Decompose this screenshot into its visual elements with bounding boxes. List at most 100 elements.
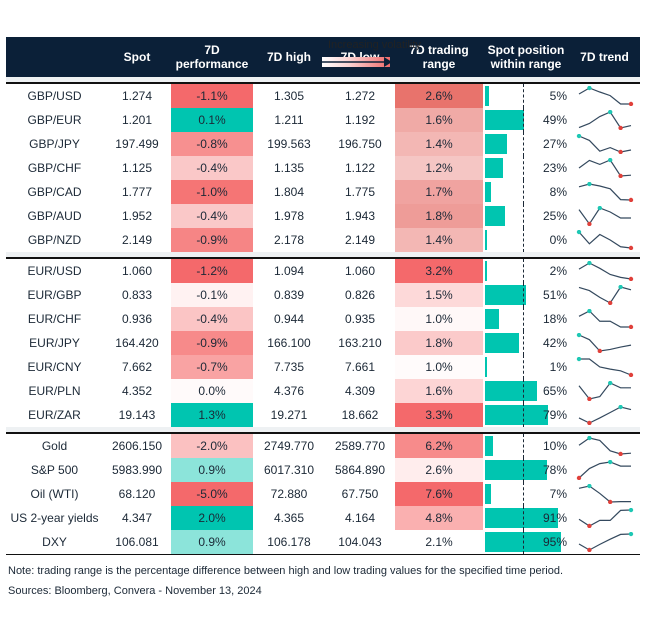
sparkline-line	[578, 509, 631, 527]
spot-position-cell: 7%	[483, 482, 569, 506]
group-separator	[6, 252, 640, 259]
high-value: 1.804	[273, 185, 305, 199]
instrument-name: EUR/JPY	[29, 336, 80, 350]
performance-value: -0.4%	[171, 156, 253, 180]
sparkline-min-point	[628, 372, 633, 377]
position-label: 1%	[549, 360, 567, 374]
table-row: EUR/ZAR 19.143 1.3% 19.271 18.662 3.3% 7…	[6, 403, 640, 427]
table-row: EUR/USD 1.060 -1.2% 1.094 1.060 3.2% 2%	[6, 258, 640, 283]
position-label: 65%	[542, 384, 567, 398]
performance-value: -0.4%	[171, 307, 253, 331]
high-value: 1.305	[273, 89, 305, 103]
low-value: 2.149	[344, 233, 376, 247]
midpoint-line	[523, 307, 524, 331]
trend-cell	[569, 433, 640, 458]
instrument-name: GBP/CAD	[27, 185, 82, 199]
trend-cell	[569, 458, 640, 482]
performance-value: 0.0%	[171, 379, 253, 403]
instrument-name: GBP/NZD	[27, 233, 82, 247]
performance-value: -0.9%	[171, 228, 253, 252]
high-value: 4.376	[273, 384, 305, 398]
high-value: 1.211	[274, 113, 304, 127]
sparkline-max-point	[597, 206, 602, 211]
trend-cell	[569, 180, 640, 204]
low-value: 163.210	[338, 336, 382, 350]
performance-value: 0.1%	[171, 108, 253, 132]
sparkline-line	[578, 334, 631, 352]
midpoint-line	[523, 180, 524, 204]
midpoint-line	[523, 434, 524, 458]
instrument-name: EUR/PLN	[28, 384, 81, 398]
spot-value: 2.149	[121, 233, 153, 247]
separator-band	[6, 77, 640, 84]
spot-position-cell: 23%	[483, 156, 569, 180]
separator-band	[6, 252, 640, 259]
position-bar	[485, 206, 505, 226]
sparkline-line	[578, 262, 631, 280]
sparkline-min-point	[576, 475, 581, 480]
high-value: 7.735	[273, 360, 305, 374]
position-bar	[485, 134, 507, 154]
trend-cell	[569, 228, 640, 252]
position-bar	[485, 405, 549, 425]
sparkline-min-point	[617, 149, 623, 154]
sparkline	[576, 230, 633, 250]
sparkline	[576, 333, 631, 353]
header-performance: 7D performance	[171, 37, 253, 77]
sparkline-line	[578, 159, 631, 177]
midpoint-line	[523, 482, 524, 506]
high-value: 0.944	[273, 312, 305, 326]
position-label: 7%	[549, 487, 567, 501]
performance-value: -0.8%	[171, 132, 253, 156]
sparkline-max-point	[628, 508, 633, 513]
sparkline-max-point	[586, 484, 592, 489]
position-bar	[485, 484, 491, 504]
position-bar	[485, 309, 500, 329]
midpoint-line	[523, 108, 524, 132]
header-range: 7D trading range	[395, 37, 483, 77]
high-value: 0.839	[273, 288, 305, 302]
sparkline-max-point	[617, 285, 623, 290]
table-row: EUR/JPY 164.420 -0.9% 166.100 163.210 1.…	[6, 331, 640, 355]
spot-position-cell: 2%	[483, 258, 569, 283]
sparkline-max-point	[607, 381, 612, 386]
performance-value: -0.9%	[171, 331, 253, 355]
sparkline	[578, 110, 631, 130]
low-value: 4.164	[344, 511, 376, 525]
spot-position-cell: 18%	[483, 307, 569, 331]
spot-value: 1.125	[121, 161, 153, 175]
midpoint-line	[523, 355, 524, 379]
performance-value: 1.3%	[171, 403, 253, 427]
sparkline-line	[578, 310, 631, 328]
position-bar	[485, 261, 487, 281]
spot-position-cell: 78%	[483, 458, 569, 482]
position-bar	[485, 182, 492, 202]
spot-position-cell: 79%	[483, 403, 569, 427]
performance-value: -0.4%	[171, 204, 253, 228]
table-row: GBP/NZD 2.149 -0.9% 2.178 2.149 1.4% 0%	[6, 228, 640, 252]
instrument-name: EUR/CHF	[27, 312, 82, 326]
position-label: 10%	[542, 439, 567, 453]
spot-value: 1.060	[121, 264, 153, 278]
spot-position-cell: 91%	[483, 506, 569, 530]
trend-cell	[569, 331, 640, 355]
instrument-name: GBP/AUD	[27, 209, 82, 223]
low-value: 18.662	[341, 408, 379, 422]
sparkline-line	[578, 87, 631, 105]
instrument-name: EUR/GBP	[27, 288, 82, 302]
instrument-name: EUR/USD	[27, 264, 82, 278]
range-value: 1.6%	[395, 379, 483, 403]
trend-cell	[569, 83, 640, 108]
table-row: DXY 106.081 0.9% 106.178 104.043 2.1% 95…	[6, 530, 640, 555]
instrument-name: GBP/EUR	[27, 113, 82, 127]
range-value: 1.6%	[395, 108, 483, 132]
position-bar	[485, 381, 537, 401]
instrument-name: US 2-year yields	[10, 511, 99, 525]
trend-cell	[569, 204, 640, 228]
table-row: Oil (WTI) 68.120 -5.0% 72.880 67.750 7.6…	[6, 482, 640, 506]
spot-value: 1.777	[121, 185, 153, 199]
sparkline-max-point	[586, 261, 592, 266]
table-row: EUR/CHF 0.936 -0.4% 0.944 0.935 1.0% 18%	[6, 307, 640, 331]
table-row: Gold 2606.150 -2.0% 2749.770 2589.770 6.…	[6, 433, 640, 458]
